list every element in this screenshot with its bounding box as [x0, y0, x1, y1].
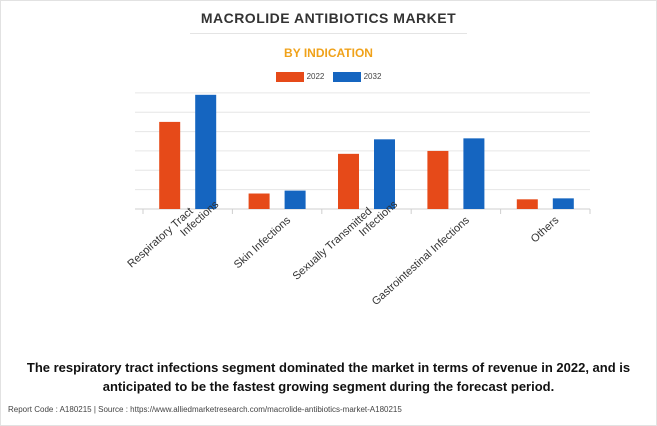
bar-2022-2[interactable]: [338, 153, 359, 209]
legend-swatch-2032: [332, 72, 361, 82]
x-tick-label-1: Skin Infections: [232, 214, 294, 271]
chart-subtitle: BY INDICATION: [284, 46, 373, 60]
chart-legend: 2022 2032: [0, 72, 657, 82]
summary-text: The respiratory tract infections segment…: [26, 360, 631, 394]
legend-item-2032[interactable]: 2032: [332, 72, 382, 82]
chart-title: MACROLIDE ANTIBIOTICS MARKET: [200, 10, 457, 26]
legend-item-2022[interactable]: 2022: [275, 72, 325, 82]
x-tick-label-4: Others: [529, 214, 562, 245]
bar-2022-4[interactable]: [516, 199, 538, 209]
bar-2022-3[interactable]: [427, 150, 449, 209]
bar-2032-3[interactable]: [463, 138, 485, 209]
legend-label-2022: 2022: [306, 72, 325, 82]
footer-source: Report Code : A180215 | Source : https:/…: [8, 405, 402, 414]
bar-2032-4[interactable]: [552, 198, 574, 209]
title-divider: [190, 33, 467, 34]
bar-2022-1[interactable]: [248, 193, 270, 209]
bar-2032-2[interactable]: [374, 139, 395, 209]
bar-2032-1[interactable]: [284, 190, 306, 209]
legend-label-2032: 2032: [363, 72, 382, 82]
x-tick-label-3: Gastrointestinal Infections: [370, 214, 472, 308]
chart-bars: [159, 94, 574, 209]
bar-2022-0[interactable]: [159, 121, 181, 209]
bar-2032-0[interactable]: [195, 94, 217, 209]
legend-swatch-2022: [275, 72, 304, 82]
bar-chart: Respiratory TractInfections Skin Infectio…: [125, 92, 591, 308]
